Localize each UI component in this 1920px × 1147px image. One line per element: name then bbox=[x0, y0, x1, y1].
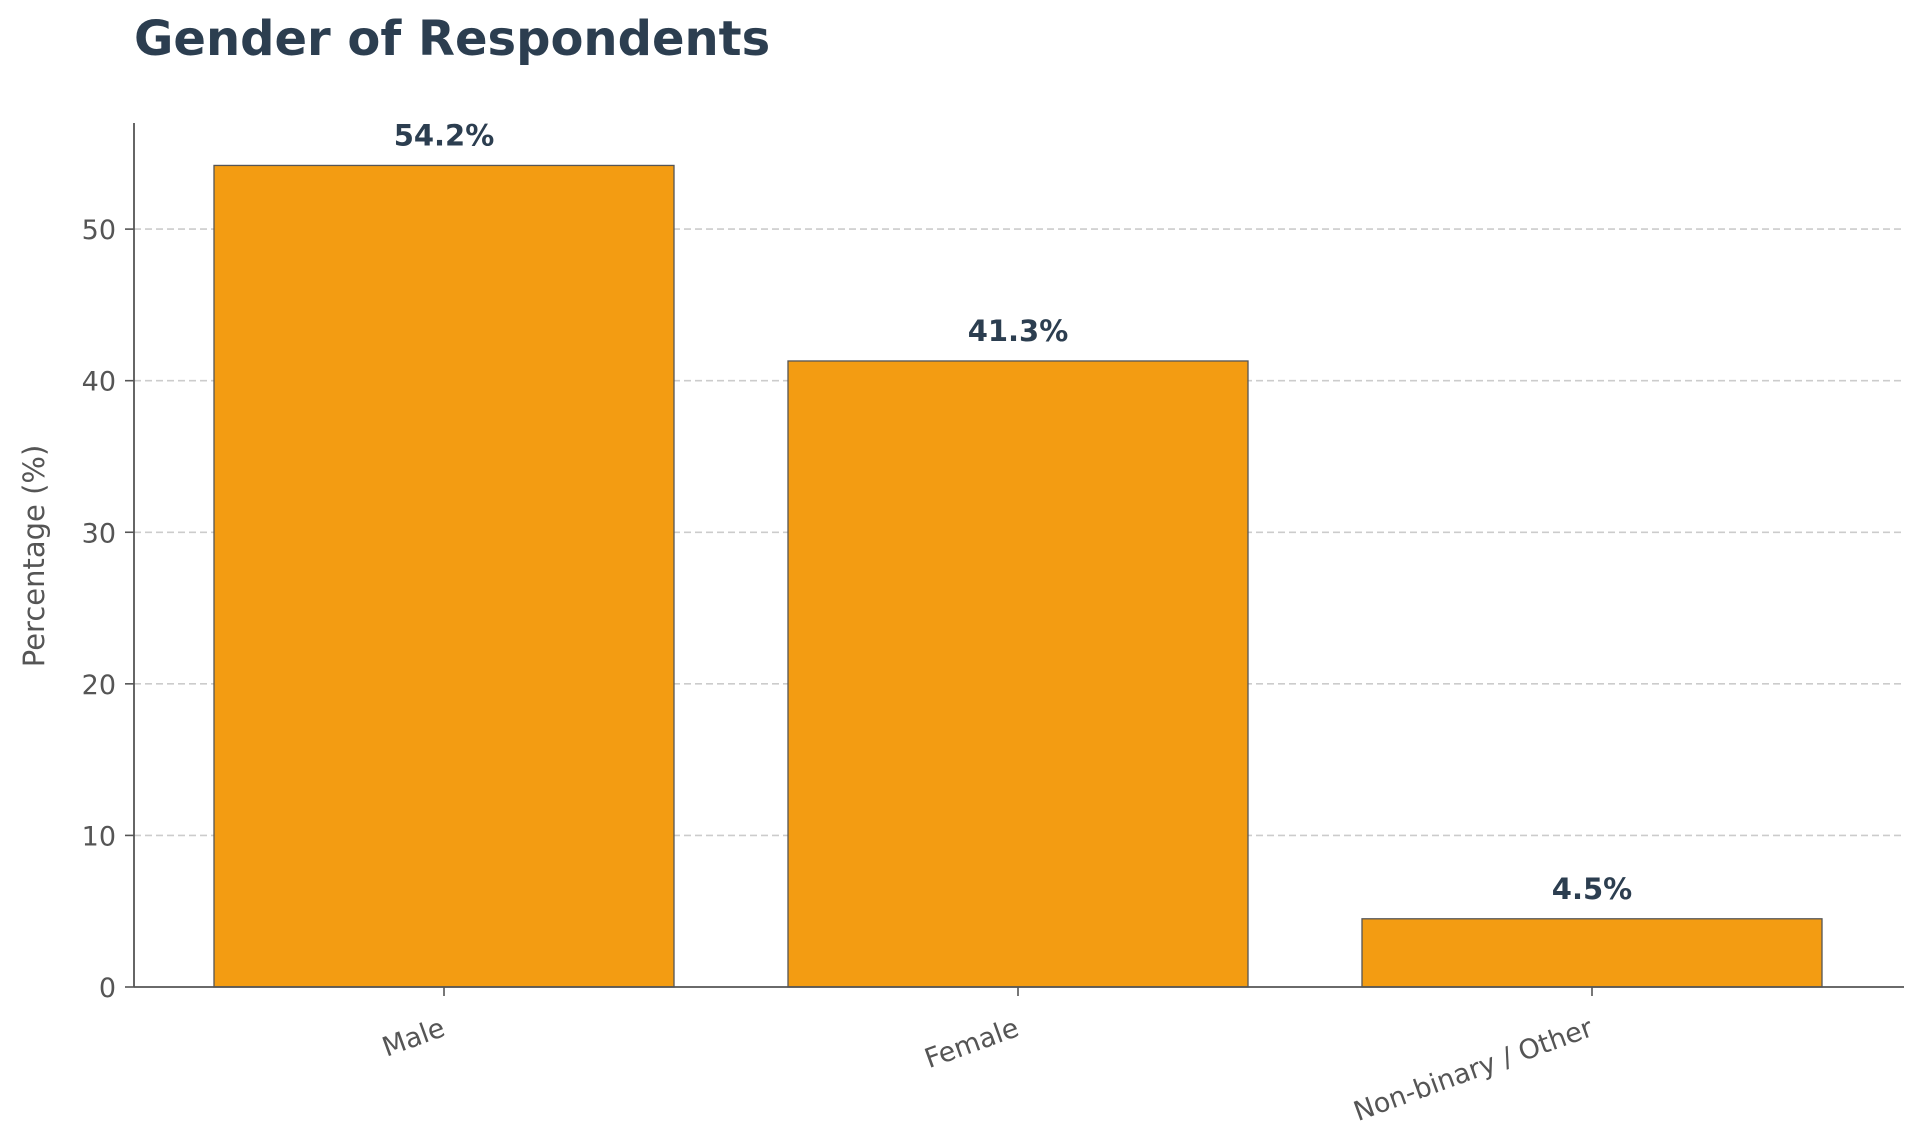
data-label-2: 4.5% bbox=[1552, 872, 1632, 906]
chart-title: Gender of Respondents bbox=[134, 11, 770, 67]
axes bbox=[133, 123, 1904, 988]
data-labels: 54.2% 41.3% 4.5% bbox=[394, 118, 1633, 905]
y-ticks: 0 10 20 30 40 50 bbox=[82, 215, 134, 1004]
bar-male bbox=[213, 164, 675, 988]
x-tick-label-2: Non-binary / Other bbox=[1350, 1012, 1598, 1128]
y-tick-label-20: 20 bbox=[82, 670, 116, 701]
bar-non-binary-other bbox=[1361, 918, 1823, 988]
bar-female bbox=[787, 360, 1249, 988]
y-tick-label-10: 10 bbox=[82, 821, 116, 852]
y-tick-label-0: 0 bbox=[99, 973, 116, 1004]
bars bbox=[213, 164, 1823, 988]
data-label-0: 54.2% bbox=[394, 118, 495, 152]
data-label-1: 41.3% bbox=[968, 314, 1069, 348]
x-ticks: Male Female Non-binary / Other bbox=[378, 987, 1598, 1128]
y-tick-label-50: 50 bbox=[82, 215, 116, 246]
y-axis-label: Percentage (%) bbox=[17, 445, 51, 668]
y-tick-label-40: 40 bbox=[82, 367, 116, 398]
x-tick-label-1: Female bbox=[921, 1012, 1023, 1075]
x-tick-label-0: Male bbox=[378, 1012, 449, 1063]
y-tick-label-30: 30 bbox=[82, 518, 116, 549]
